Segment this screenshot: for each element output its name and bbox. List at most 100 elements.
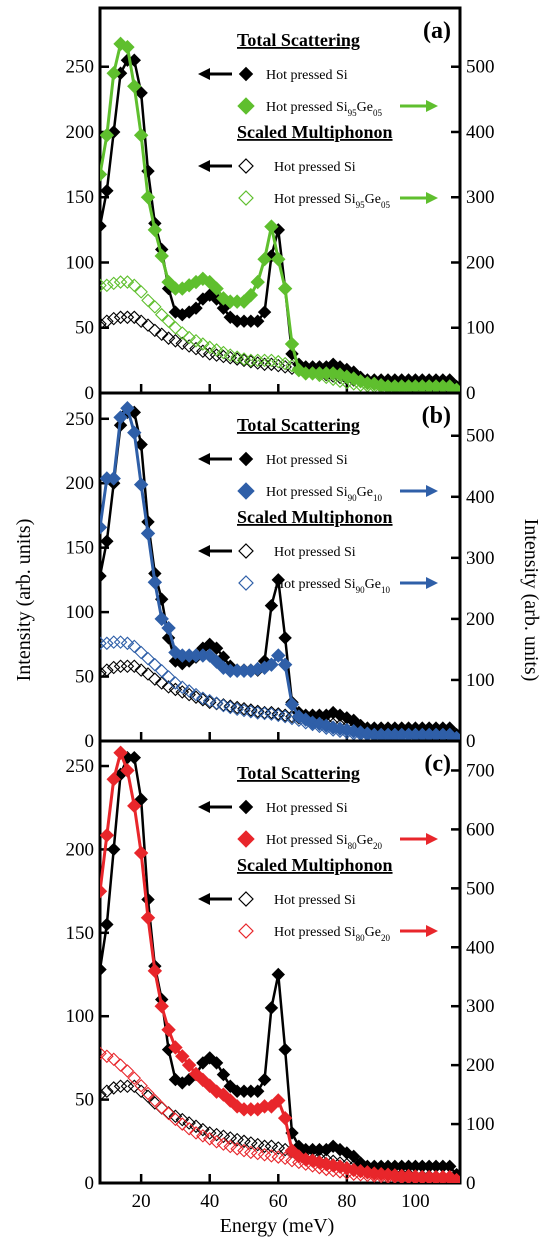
legend-alloy-multi-label-alloy-prefix: Hot pressed Si — [274, 192, 356, 207]
legend-arrow-right-multi-head — [426, 577, 438, 589]
point-si-total — [134, 437, 148, 452]
legend-arrow-left-head — [198, 801, 210, 813]
point-si-total — [347, 1149, 361, 1164]
point-alloy-multiphonon — [182, 684, 196, 698]
left-y-tick-label: 50 — [75, 318, 94, 339]
legend-alloy-multi-label-alloy-si-sub: 80 — [356, 933, 366, 943]
point-alloy-total — [100, 828, 115, 843]
point-alloy-total — [127, 79, 142, 94]
legend-alloy-total-label-alloy-ge-sub: 10 — [373, 493, 383, 503]
point-alloy-total — [127, 798, 142, 814]
point-alloy-multiphonon — [209, 343, 224, 357]
legend-alloy-multi-label-alloy-si-sub: 95 — [356, 200, 366, 210]
left-y-axis-title: Intensity (arb. units) — [13, 519, 35, 682]
point-alloy-total — [133, 128, 149, 143]
left-y-tick-label: 150 — [66, 923, 95, 944]
point-alloy-multiphonon — [120, 1064, 135, 1078]
legend-marker-alloy-multi — [238, 575, 254, 591]
point-alloy-multiphonon — [100, 636, 107, 651]
panel-b: 0 50 100 150 200 250 0 100 200 300 400 500 (b) Total … — [66, 391, 495, 752]
right-y-tick-label: 400 — [466, 122, 495, 143]
point-alloy-multiphonon — [250, 353, 265, 368]
legend-arrow-right-head — [426, 833, 438, 845]
right-y-tick-label: 100 — [466, 670, 495, 691]
series-alloy-total — [100, 745, 460, 1183]
legend-arrow-left-head — [198, 68, 210, 80]
point-si-multiphonon — [100, 314, 114, 328]
point-si-multiphonon — [120, 310, 135, 325]
point-si-total — [100, 569, 107, 583]
point-alloy-multiphonon — [168, 1112, 183, 1127]
legend-alloy-total-label-alloy-si-sub: 80 — [348, 841, 358, 851]
point-alloy-multiphonon — [134, 285, 148, 299]
point-si-multiphonon — [154, 327, 169, 342]
point-alloy-multiphonon — [148, 657, 162, 672]
series-alloy-total — [100, 36, 460, 393]
point-alloy-multiphonon — [182, 1122, 196, 1136]
legend-marker-alloy-total — [237, 97, 255, 115]
legend-arrow-right — [400, 833, 438, 845]
panel-label: (a) — [423, 18, 451, 44]
legend-alloy-total-label-alloy-ge: Ge — [357, 485, 373, 500]
point-alloy-total — [277, 657, 293, 672]
point-si-total — [100, 184, 114, 198]
right-y-tick-label: 100 — [466, 318, 495, 339]
point-alloy-multiphonon — [127, 1071, 142, 1085]
point-alloy-total — [140, 190, 156, 205]
panels: 0501001502002500100200300400500(a)Total … — [66, 6, 495, 1194]
legend-alloy-total-label-alloy-prefix: Hot pressed Si — [266, 485, 348, 500]
point-alloy-multiphonon — [100, 278, 107, 293]
panel-label: (b) — [422, 403, 451, 429]
point-alloy-multiphonon — [230, 350, 244, 364]
legend-alloy-multi-label-alloy-ge: Ge — [365, 925, 381, 940]
point-alloy-multiphonon — [202, 693, 217, 708]
point-alloy-total — [106, 772, 121, 787]
legend-arrow-right-head — [426, 100, 438, 112]
point-alloy-total — [284, 336, 300, 352]
point-alloy-multiphonon — [120, 636, 135, 651]
legend-arrow-left-multi-head — [198, 545, 210, 557]
point-si-total — [100, 534, 114, 548]
point-alloy-multiphonon — [175, 680, 190, 695]
plot-area — [100, 401, 460, 741]
legend-marker-si-total — [238, 66, 254, 82]
legend-alloy-multi-label-alloy-ge-sub: 05 — [381, 200, 391, 210]
legend-total-heading: Total Scattering — [237, 30, 360, 50]
point-si-multiphonon — [216, 1129, 231, 1144]
point-alloy-total — [243, 287, 259, 303]
point-si-multiphonon — [120, 659, 135, 674]
point-alloy-multiphonon — [168, 676, 183, 690]
point-si-total — [264, 1001, 279, 1015]
legend-alloy-total-label-alloy-ge: Ge — [357, 100, 373, 115]
left-y-tick-label: 0 — [85, 383, 95, 404]
point-si-multiphonon — [100, 665, 107, 680]
point-alloy-total — [271, 252, 286, 267]
legend-alloy-multi-label: Hot pressed Si95Ge05 — [274, 192, 391, 210]
point-si-multiphonon — [148, 672, 162, 686]
legend-marker-alloy-multi — [238, 190, 254, 206]
point-si-multiphonon — [134, 1084, 148, 1099]
legend-alloy-multi-label-alloy-ge-sub: 10 — [381, 585, 391, 595]
legend-alloy-total-label-alloy-ge-sub: 20 — [373, 841, 383, 851]
point-alloy-total — [133, 477, 149, 492]
point-alloy-total — [147, 575, 163, 590]
right-y-tick-label: 400 — [466, 937, 495, 958]
series-si-total — [100, 750, 460, 1182]
point-si-total — [264, 598, 279, 613]
legend-arrow-right-multi-head — [426, 925, 438, 937]
point-alloy-total — [100, 128, 115, 143]
legend-alloy-total-label: Hot pressed Si90Ge10 — [266, 485, 383, 503]
point-alloy-multiphonon — [175, 326, 190, 340]
point-alloy-multiphonon — [271, 354, 286, 369]
point-alloy-multiphonon — [182, 330, 196, 345]
point-alloy-multiphonon — [168, 320, 183, 335]
point-alloy-total — [100, 167, 108, 182]
point-alloy-total — [106, 471, 121, 486]
point-si-multiphonon — [106, 1081, 121, 1095]
legend-alloy-total-label-alloy-si-sub: 90 — [348, 493, 358, 503]
legend-arrow-right-head — [426, 485, 438, 497]
point-si-multiphonon — [209, 1127, 224, 1142]
right-y-tick-label: 700 — [466, 760, 495, 781]
